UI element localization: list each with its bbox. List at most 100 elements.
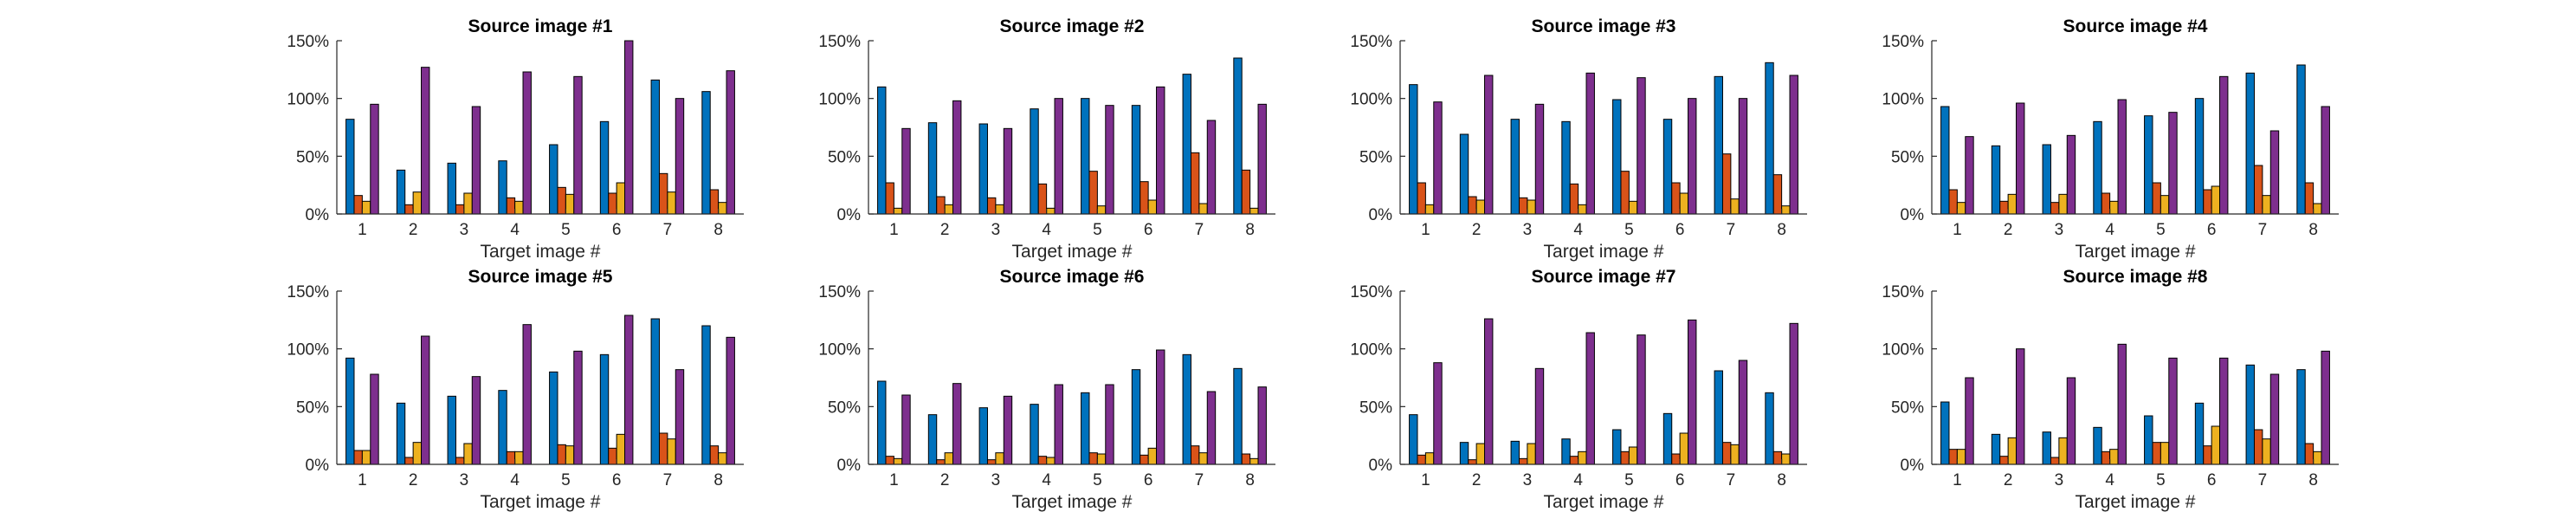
- chart-4-bar-s2-c5: [2152, 182, 2161, 215]
- chart-2-title: Source image #2: [1000, 16, 1145, 36]
- chart-2-bar-s4-c4: [1054, 98, 1063, 215]
- chart-7-xtick-label: 3: [1523, 471, 1533, 489]
- chart-6-bar-s4-c1: [901, 394, 911, 465]
- chart-7-xtick-label: 1: [1421, 471, 1430, 489]
- chart-4-xtick-label: 1: [1953, 221, 1962, 239]
- chart-1-xtick-label: 7: [663, 221, 673, 239]
- chart-1-bar-s2-c1: [353, 195, 363, 215]
- chart-1-bar-s1-c1: [345, 119, 355, 215]
- chart-4-bar-s1-c8: [2296, 64, 2306, 215]
- chart-7-bar-s4-c6: [1688, 319, 1697, 465]
- chart-4-bar-s3-c1: [1956, 202, 1966, 215]
- chart-5-bar-s3-c7: [667, 438, 676, 465]
- chart-3-bar-s3-c1: [1424, 204, 1435, 215]
- chart-2-xtick-label: 2: [940, 221, 950, 239]
- chart-3-bar-s1-c2: [1459, 133, 1469, 215]
- chart-6-ytick-label: 150%: [818, 283, 861, 301]
- chart-2-bar-s3-c1: [893, 207, 903, 215]
- chart-6-bar-s3-c2: [944, 452, 954, 465]
- chart-8-xtick-label: 6: [2207, 471, 2217, 489]
- chart-4-bar-s1-c7: [2245, 72, 2255, 215]
- chart-8-xlabel: Target image #: [2076, 492, 2196, 512]
- chart-7-bar-s2-c2: [1468, 459, 1477, 465]
- chart-1-xtick-label: 3: [460, 221, 469, 239]
- chart-5-bar-s1-c1: [345, 357, 355, 465]
- chart-3-bar-s2-c3: [1518, 197, 1528, 215]
- chart-3-bar-s4-c6: [1688, 98, 1697, 215]
- chart-8-bar-s3-c7: [2262, 438, 2271, 465]
- chart-2-bar-s1-c3: [978, 123, 988, 215]
- chart-8-ytick-label: 100%: [1882, 341, 1924, 360]
- chart-4-bar-s3-c3: [2058, 193, 2068, 215]
- chart-7-ytick-label: 50%: [1359, 399, 1392, 417]
- chart-1: Source image #1 0% 50% 100% 150% 1 2 3 4 5 6 7 8 Targ…: [287, 16, 744, 262]
- chart-4-bar-s4-c1: [1965, 136, 1974, 215]
- chart-4-bar-s1-c1: [1940, 106, 1950, 215]
- chart-2-bar-s1-c6: [1131, 105, 1141, 215]
- chart-1-bar-s1-c2: [396, 169, 406, 215]
- chart-3-bar-s1-c4: [1561, 120, 1571, 215]
- chart-6-xlabel: Target image #: [1012, 492, 1133, 512]
- chart-4-bar-s2-c4: [2101, 192, 2111, 215]
- chart-4-bar-s4-c8: [2321, 106, 2330, 215]
- chart-6-xtick-label: 8: [1245, 471, 1255, 489]
- chart-2-bar-s1-c2: [927, 122, 938, 215]
- chart-5-xtick-label: 6: [612, 471, 622, 489]
- chart-3-bar-s1-c8: [1765, 62, 1774, 215]
- chart-5-bar-s4-c5: [573, 350, 583, 465]
- chart-2-bar-s2-c3: [986, 197, 997, 215]
- chart-4-xtick-label: 2: [2004, 221, 2013, 239]
- chart-6-bar-s2-c8: [1241, 453, 1251, 465]
- chart-5-xtick-label: 8: [713, 471, 723, 489]
- chart-3-bar-s1-c7: [1714, 75, 1723, 215]
- chart-1-bar-s4-c3: [471, 106, 481, 215]
- chart-1-xtick-label: 6: [612, 221, 622, 239]
- chart-4-bar-s3-c6: [2211, 185, 2221, 215]
- chart-5-bar-s2-c8: [709, 445, 720, 465]
- chart-1-xtick-label: 2: [409, 221, 418, 239]
- chart-5-bar-s3-c1: [361, 450, 371, 465]
- chart-4-bar-s4-c4: [2117, 99, 2127, 215]
- chart-3: Source image #3 0% 50% 100% 150% 1 2 3 4 5 6 7 8 Targ…: [1350, 16, 1807, 262]
- chart-2-ytick-label: 150%: [818, 33, 861, 51]
- chart-6-bar-s1-c7: [1182, 353, 1191, 465]
- chart-3-xtick-label: 5: [1624, 221, 1634, 239]
- chart-3-bar-s2-c5: [1620, 171, 1630, 215]
- chart-7-ytick-label: 0%: [1369, 457, 1393, 475]
- chart-4-bar-s3-c7: [2262, 195, 2271, 215]
- chart-6-bar-s4-c6: [1156, 349, 1165, 465]
- chart-7-bar-s4-c4: [1585, 332, 1595, 465]
- chart-1-xtick-label: 5: [561, 221, 571, 239]
- chart-6-bar-s1-c2: [927, 414, 938, 465]
- chart-7-bar-s4-c3: [1534, 367, 1545, 465]
- chart-1-bar-s1-c8: [701, 91, 711, 215]
- chart-8-xtick-label: 2: [2004, 471, 2013, 489]
- chart-7-bar-s1-c3: [1510, 440, 1520, 465]
- chart-1-bar-s4-c8: [726, 70, 735, 215]
- chart-4-bar-s2-c1: [1948, 189, 1958, 215]
- chart-5-bar-s2-c2: [404, 457, 414, 465]
- chart-2-bar-s3-c6: [1147, 199, 1158, 215]
- chart-4-ytick-label: 50%: [1891, 148, 1924, 166]
- chart-4-bar-s4-c2: [2016, 102, 2025, 215]
- chart-7-bar-s1-c6: [1662, 412, 1673, 465]
- chart-5-bar-s4-c3: [471, 376, 481, 465]
- chart-1-bar-s3-c5: [565, 193, 575, 215]
- chart-8-bar-s4-c8: [2321, 350, 2330, 465]
- chart-8-bar-s4-c3: [2066, 377, 2076, 465]
- chart-3-xtick-label: 7: [1727, 221, 1736, 239]
- chart-8-xtick-label: 5: [2156, 471, 2166, 489]
- chart-7-bar-s3-c2: [1475, 443, 1486, 465]
- chart-8-bar-s4-c6: [2219, 357, 2229, 465]
- chart-6-xtick-label: 2: [940, 471, 950, 489]
- chart-5-bar-s4-c8: [726, 336, 735, 465]
- chart-5-bar-s1-c4: [498, 390, 507, 465]
- chart-8-xtick-label: 3: [2055, 471, 2064, 489]
- chart-5-xtick-label: 4: [510, 471, 520, 489]
- chart-2-bar-s2-c8: [1241, 169, 1251, 215]
- chart-3-bar-s4-c1: [1433, 101, 1443, 215]
- chart-1-ytick-label: 0%: [306, 206, 330, 224]
- chart-3-title: Source image #3: [1532, 16, 1676, 36]
- chart-7-bar-s3-c1: [1424, 452, 1435, 465]
- chart-2-bar-s2-c6: [1140, 181, 1149, 215]
